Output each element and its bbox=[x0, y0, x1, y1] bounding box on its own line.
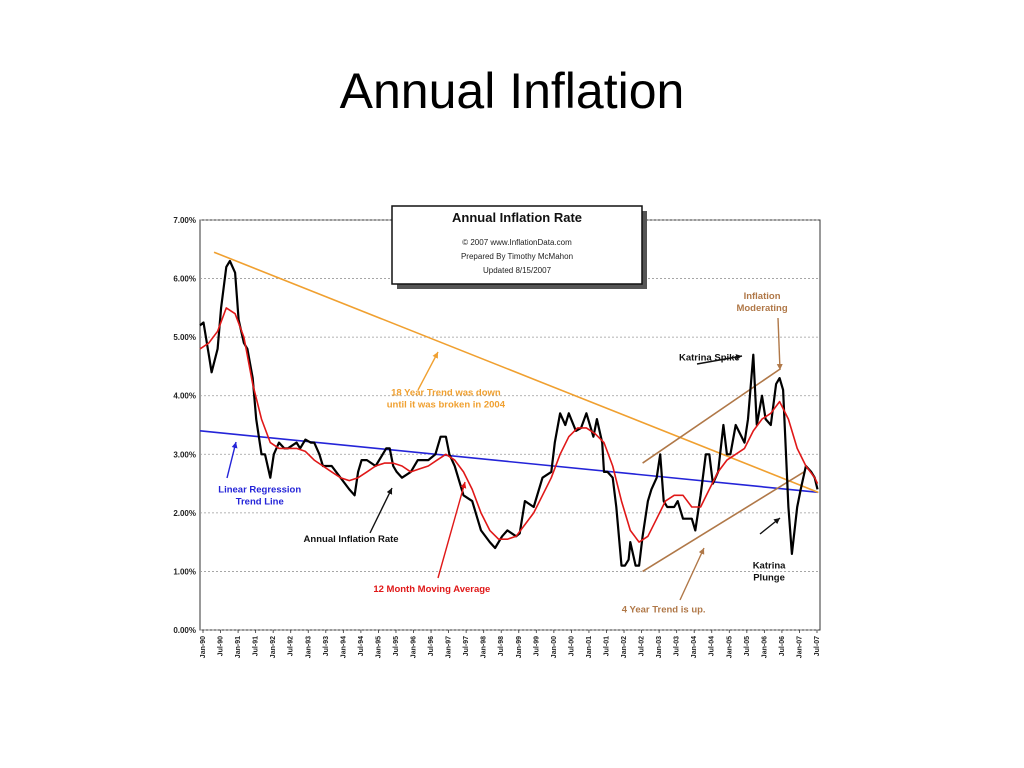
annotation-moving: 12 Month Moving Average bbox=[373, 584, 490, 595]
x-tick-label: Jul-91 bbox=[253, 636, 260, 656]
x-tick-label: Jan-98 bbox=[481, 636, 488, 658]
trend-line bbox=[213, 251, 819, 494]
info-box-frame bbox=[391, 205, 643, 285]
y-tick-label: 2.00% bbox=[173, 509, 196, 518]
x-tick-label: Jul-02 bbox=[639, 636, 646, 656]
pointer-arrow bbox=[696, 354, 743, 365]
x-tick-label: Jul-93 bbox=[323, 636, 330, 656]
pointer-arrow bbox=[417, 351, 439, 391]
y-tick-label: 6.00% bbox=[173, 275, 196, 284]
slide-title: Annual Inflation bbox=[339, 63, 685, 119]
x-tick-label: Jul-96 bbox=[428, 636, 435, 656]
info-updated: Updated 8/15/2007 bbox=[483, 266, 552, 275]
x-tick-label: Jan-00 bbox=[551, 636, 558, 658]
annotation-trend18: until it was broken in 2004 bbox=[387, 400, 506, 411]
annotation-linreg: Trend Line bbox=[236, 496, 284, 507]
axis-layer: 0.00% 1.00% 2.00% 3.00% 4.00% 5.00% 6.00% 7.00%… bbox=[173, 216, 821, 658]
series-layer bbox=[199, 259, 819, 567]
x-tick-label: Jan-95 bbox=[375, 636, 382, 658]
pointer-arrow bbox=[226, 441, 238, 479]
annotation-trend4: 4 Year Trend is up. bbox=[622, 604, 706, 615]
x-tick-label: Jan-96 bbox=[411, 636, 418, 658]
annotation-moderating: Inflation bbox=[744, 291, 781, 302]
x-tick-label: Jul-90 bbox=[218, 636, 225, 656]
pointer-arrow bbox=[759, 517, 781, 535]
x-tick-label: Jul-94 bbox=[358, 636, 365, 656]
moving-average-line bbox=[199, 307, 819, 543]
annotation-linreg: Linear Regression bbox=[218, 484, 301, 495]
x-tick-label: Jan-03 bbox=[656, 636, 663, 658]
annotation-plunge: Plunge bbox=[753, 573, 785, 584]
x-tick-label: Jul-97 bbox=[463, 636, 470, 656]
x-tick-label: Jan-91 bbox=[235, 636, 242, 658]
x-tick-label: Jan-02 bbox=[621, 636, 628, 658]
info-author: Prepared By Timothy McMahon bbox=[461, 252, 573, 261]
y-tick-label: 7.00% bbox=[173, 216, 196, 225]
x-tick-label: Jul-05 bbox=[744, 636, 751, 656]
x-tick-label: Jan-99 bbox=[516, 636, 523, 658]
x-tick-label: Jan-07 bbox=[796, 636, 803, 658]
x-tick-label: Jul-03 bbox=[674, 636, 681, 656]
annual-inflation-line bbox=[199, 259, 819, 567]
trend-line bbox=[642, 368, 781, 464]
x-tick-label: Jul-98 bbox=[498, 636, 505, 656]
pointer-arrow bbox=[369, 487, 393, 534]
y-tick-label: 1.00% bbox=[173, 567, 196, 576]
x-tick-label: Jul-92 bbox=[288, 636, 295, 656]
x-tick-label: Jul-99 bbox=[533, 636, 540, 656]
x-tick-label: Jan-97 bbox=[446, 636, 453, 658]
y-tick-label: 4.00% bbox=[173, 392, 196, 401]
x-tick-label: Jan-06 bbox=[761, 636, 768, 658]
trend-layer bbox=[199, 251, 819, 573]
x-tick-label: Jul-01 bbox=[603, 636, 610, 656]
info-box: Annual Inflation Rate © 2007 www.Inflati… bbox=[391, 205, 647, 289]
annotation-annual: Annual Inflation Rate bbox=[304, 534, 399, 545]
annotation-trend18: 18 Year Trend was down bbox=[391, 388, 501, 399]
trend-line bbox=[642, 471, 805, 573]
x-tick-label: Jul-00 bbox=[568, 636, 575, 656]
x-tick-label: Jul-04 bbox=[709, 636, 716, 656]
pointer-arrow bbox=[679, 547, 705, 601]
pointer-arrow bbox=[437, 481, 467, 579]
x-tick-label: Jan-90 bbox=[200, 636, 207, 658]
x-tick-label: Jul-06 bbox=[779, 636, 786, 656]
trend-line bbox=[199, 430, 819, 494]
x-tick-label: Jul-07 bbox=[814, 636, 821, 656]
x-tick-label: Jan-04 bbox=[691, 636, 698, 658]
annotation-katrina_spike: Katrina Spike bbox=[679, 353, 740, 364]
info-copyright: © 2007 www.InflationData.com bbox=[462, 238, 572, 247]
chart-title: Annual Inflation Rate bbox=[452, 210, 582, 225]
pointer-arrow bbox=[776, 317, 783, 371]
x-tick-label: Jan-05 bbox=[726, 636, 733, 658]
y-tick-label: 5.00% bbox=[173, 333, 196, 342]
annotation-moderating: Moderating bbox=[736, 303, 787, 314]
annotation-plunge: Katrina bbox=[753, 561, 786, 572]
y-tick-label: 0.00% bbox=[173, 626, 196, 635]
y-tick-label: 3.00% bbox=[173, 450, 196, 459]
x-tick-label: Jul-95 bbox=[393, 636, 400, 656]
x-tick-label: Jan-94 bbox=[340, 636, 347, 658]
x-tick-label: Jan-93 bbox=[305, 636, 312, 658]
x-tick-label: Jan-92 bbox=[270, 636, 277, 658]
x-tick-label: Jan-01 bbox=[586, 636, 593, 658]
